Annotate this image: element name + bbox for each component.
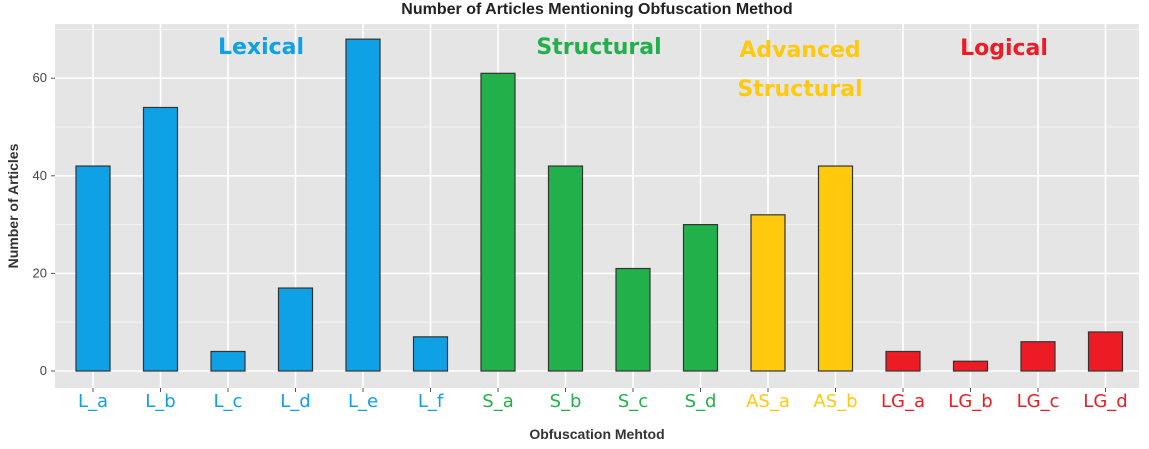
bar-l-e: [345, 38, 381, 372]
x-tick-label: L_b: [145, 391, 175, 412]
x-tick-label: AS_b: [813, 391, 857, 412]
bar-s-b: [547, 165, 584, 372]
group-labels: Lexical Structural Advanced Structural Logic…: [218, 35, 1048, 102]
x-tick-label: L_a: [78, 391, 108, 412]
bar-l-f: [412, 336, 449, 372]
bar-lg-b: [952, 360, 989, 372]
bars: [75, 38, 1124, 372]
bar-lg-d: [1087, 331, 1124, 372]
x-tick-label: L_e: [348, 391, 378, 412]
bar-l-c: [210, 350, 246, 372]
x-tick-label: L_d: [280, 391, 310, 412]
plot-panel: [55, 24, 1139, 388]
bar-lg-a: [885, 350, 921, 372]
group-label-logical: Logical: [960, 36, 1048, 61]
group-label-advanced-structural: Advanced Structural: [737, 38, 862, 102]
x-tick-label: LG_c: [1017, 391, 1060, 412]
y-tick-label: 20: [33, 265, 47, 280]
y-tick-label: 60: [33, 70, 47, 85]
bar-l-d: [277, 287, 314, 372]
bar-l-a: [75, 165, 111, 372]
chart-title: Number of Articles Mentioning Obfuscatio…: [401, 1, 792, 18]
y-tick-label: 40: [33, 168, 47, 183]
y-axis-title: Number of Articles: [5, 143, 21, 268]
x-tick-label: S_d: [685, 391, 717, 412]
y-axis: 0 20 40 60: [33, 70, 55, 378]
bar-s-d: [682, 224, 719, 372]
bar-s-c: [615, 267, 651, 372]
x-tick-label: S_a: [482, 391, 513, 412]
bar-l-b: [142, 106, 179, 372]
x-tick-label: L_c: [214, 391, 243, 412]
bar-as-b: [817, 165, 854, 372]
group-label-structural: Structural: [536, 35, 661, 60]
x-tick-label: S_b: [550, 391, 582, 412]
x-tick-label: LG_d: [1083, 391, 1127, 412]
x-tick-label: LG_b: [948, 391, 992, 412]
y-tick-label: 0: [40, 363, 47, 378]
x-tick-label: S_c: [618, 391, 648, 412]
group-label-lexical: Lexical: [218, 35, 304, 60]
bar-s-a: [480, 72, 516, 372]
bar-lg-c: [1020, 341, 1056, 372]
x-axis-title: Obfuscation Mehtod: [529, 426, 664, 442]
bar-as-a: [750, 214, 786, 372]
x-tick-label: LG_a: [881, 391, 925, 412]
x-tick-label: L_f: [418, 391, 444, 412]
x-axis: L_a L_b L_c L_d L_e L_f S_a S_b S_c S_d AS_a AS_b LG…: [78, 388, 1128, 412]
x-tick-label: AS_a: [746, 391, 790, 412]
